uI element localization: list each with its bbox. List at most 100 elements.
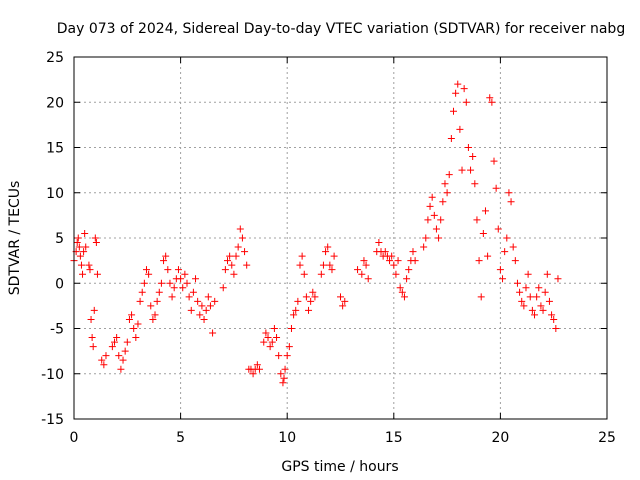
data-point: [471, 180, 479, 188]
data-point: [394, 257, 402, 265]
data-point: [168, 293, 176, 301]
data-point: [535, 284, 543, 292]
data-point: [375, 239, 383, 247]
data-point: [545, 297, 553, 305]
data-point: [503, 234, 511, 242]
data-point: [224, 257, 232, 265]
y-tick-label: -5: [50, 322, 64, 338]
data-point: [157, 279, 165, 287]
data-point: [238, 234, 246, 242]
data-point: [290, 311, 298, 319]
data-point: [294, 297, 302, 305]
data-point: [81, 229, 89, 237]
data-point: [381, 248, 389, 256]
data-point: [490, 157, 498, 165]
data-point: [456, 125, 464, 133]
data-point: [364, 275, 372, 283]
data-point: [234, 243, 242, 251]
data-point: [128, 311, 136, 319]
data-point: [524, 270, 532, 278]
data-point: [496, 266, 504, 274]
data-point: [113, 334, 121, 342]
data-point: [520, 302, 528, 310]
data-point: [228, 261, 236, 269]
y-tick-label: 25: [46, 50, 64, 66]
data-point: [273, 334, 281, 342]
x-tick-label: 15: [385, 430, 403, 446]
data-point: [192, 275, 200, 283]
data-point: [149, 315, 157, 323]
data-point: [430, 211, 438, 219]
data-point: [249, 370, 257, 378]
data-point: [324, 243, 332, 251]
data-point: [87, 315, 95, 323]
data-point: [108, 343, 116, 351]
data-point: [305, 306, 313, 314]
data-point: [522, 284, 530, 292]
data-point: [328, 266, 336, 274]
data-point: [202, 306, 210, 314]
data-point: [330, 252, 338, 260]
data-point: [264, 334, 272, 342]
data-point: [230, 270, 238, 278]
plot-frame: [73, 56, 608, 420]
data-point: [300, 270, 308, 278]
data-point: [475, 257, 483, 265]
data-point: [420, 243, 428, 251]
data-point: [160, 257, 168, 265]
data-point: [507, 198, 515, 206]
data-point: [479, 229, 487, 237]
y-tick-label: 10: [46, 186, 64, 202]
data-point: [100, 361, 108, 369]
data-point: [285, 343, 293, 351]
data-point: [189, 288, 197, 296]
data-point: [243, 261, 251, 269]
x-tick-label: 5: [176, 430, 185, 446]
x-tick-label: 25: [598, 430, 616, 446]
data-point: [232, 252, 240, 260]
data-point: [398, 288, 406, 296]
data-point: [435, 234, 443, 242]
data-point: [98, 356, 106, 364]
data-point: [341, 297, 349, 305]
data-point: [162, 252, 170, 260]
x-axis-label: GPS time / hours: [281, 459, 398, 475]
data-point: [501, 248, 509, 256]
axis-ticks: 0 5 10 15 20 25 -15 -10 -5 0 5 10 15 20 25: [41, 50, 616, 446]
data-point: [73, 239, 81, 247]
data-point: [477, 293, 485, 301]
data-point: [226, 252, 234, 260]
y-tick-label: 5: [55, 231, 64, 247]
data-point: [337, 293, 344, 301]
data-point: [309, 288, 317, 296]
data-point: [486, 94, 494, 102]
data-point: [358, 270, 366, 278]
data-point: [518, 297, 526, 305]
data-point: [90, 306, 98, 314]
data-point: [277, 370, 285, 378]
data-point: [198, 302, 206, 310]
data-point: [134, 320, 142, 328]
data-point: [424, 216, 432, 224]
data-point: [93, 270, 101, 278]
data-point: [443, 189, 451, 197]
data-point: [354, 266, 362, 274]
data-point: [390, 261, 398, 269]
data-point: [181, 270, 189, 278]
data-point: [392, 270, 400, 278]
x-tick-label: 10: [278, 430, 296, 446]
data-point: [196, 311, 204, 319]
data-point: [432, 225, 440, 233]
data-point: [484, 252, 492, 260]
data-point: [400, 293, 408, 301]
data-point: [91, 234, 99, 242]
data-point: [509, 243, 517, 251]
data-point: [86, 266, 94, 274]
data-point: [552, 325, 560, 332]
data-point: [82, 243, 90, 251]
data-point: [166, 279, 174, 287]
data-point: [283, 352, 291, 360]
data-point: [155, 288, 163, 296]
data-point: [550, 315, 558, 323]
